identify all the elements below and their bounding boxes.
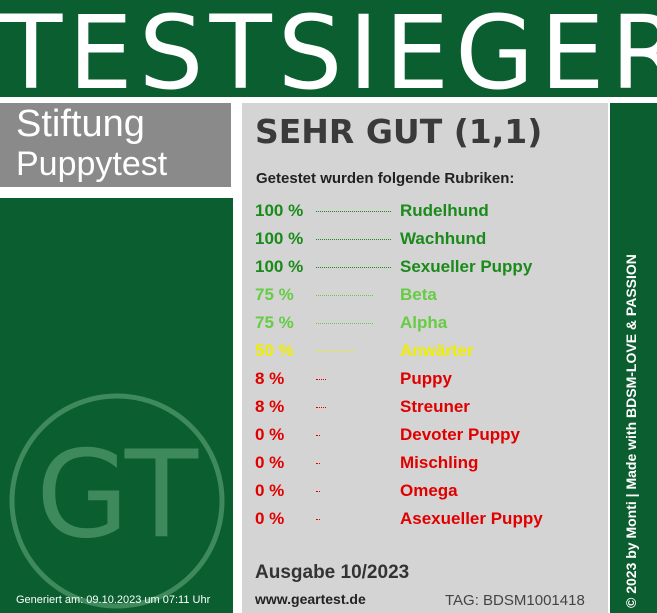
row-name: Omega <box>400 481 458 500</box>
logo: GT <box>9 393 225 609</box>
row-leader <box>316 407 326 408</box>
row-percent: 100 % <box>255 257 304 276</box>
row-leader <box>316 463 320 464</box>
row-leader <box>316 351 356 352</box>
left-panel <box>0 198 233 613</box>
website: www.geartest.de <box>255 591 366 607</box>
row-leader <box>316 239 391 240</box>
row-percent: 50 % <box>255 341 294 360</box>
brand-line1: Stiftung <box>16 103 145 145</box>
result-panel <box>242 103 608 613</box>
row-name: Sexueller Puppy <box>400 257 533 276</box>
row-leader <box>316 295 374 296</box>
row-name: Alpha <box>400 313 448 332</box>
tag: TAG: BDSM1001418 <box>445 592 585 609</box>
row-name: Rudelhund <box>400 201 489 220</box>
row-percent: 75 % <box>255 313 294 332</box>
row-name: Mischling <box>400 453 479 472</box>
row-leader <box>316 323 374 324</box>
row-leader <box>316 491 320 492</box>
grade: SEHR GUT (1,1) <box>255 112 543 151</box>
copyright: © 2023 by Monti | Made with BDSM-LOVE & … <box>623 254 639 608</box>
banner-title: TESTSIEGER <box>0 0 657 113</box>
row-name: Streuner <box>400 397 470 416</box>
row-name: Puppy <box>400 369 452 388</box>
banner <box>0 0 657 97</box>
issue: Ausgabe 10/2023 <box>255 562 410 583</box>
row-name: Devoter Puppy <box>400 425 520 444</box>
row-percent: 8 % <box>255 369 285 388</box>
row-percent: 100 % <box>255 201 304 220</box>
brand-line2: Puppytest <box>16 145 168 183</box>
sidebar <box>610 103 657 613</box>
row-percent: 8 % <box>255 397 285 416</box>
logo-text: GT <box>36 427 199 566</box>
row-name: Wachhund <box>400 229 487 248</box>
row-percent: 75 % <box>255 285 294 304</box>
row-leader <box>316 379 326 380</box>
row-percent: 0 % <box>255 509 285 528</box>
intro: Getestet wurden folgende Rubriken: <box>256 170 515 187</box>
row-name: Anwärter <box>400 341 474 360</box>
brand-box <box>0 103 231 187</box>
row-percent: 0 % <box>255 481 285 500</box>
row-leader <box>316 519 320 520</box>
row-name: Beta <box>400 285 437 304</box>
row-name: Asexueller Puppy <box>400 509 543 528</box>
row-percent: 100 % <box>255 229 304 248</box>
row-percent: 0 % <box>255 453 285 472</box>
row-leader <box>316 211 391 212</box>
generated: Generiert am: 09.10.2023 um 07:11 Uhr <box>16 594 211 606</box>
row-percent: 0 % <box>255 425 285 444</box>
row-leader <box>316 435 320 436</box>
row-leader <box>316 267 391 268</box>
